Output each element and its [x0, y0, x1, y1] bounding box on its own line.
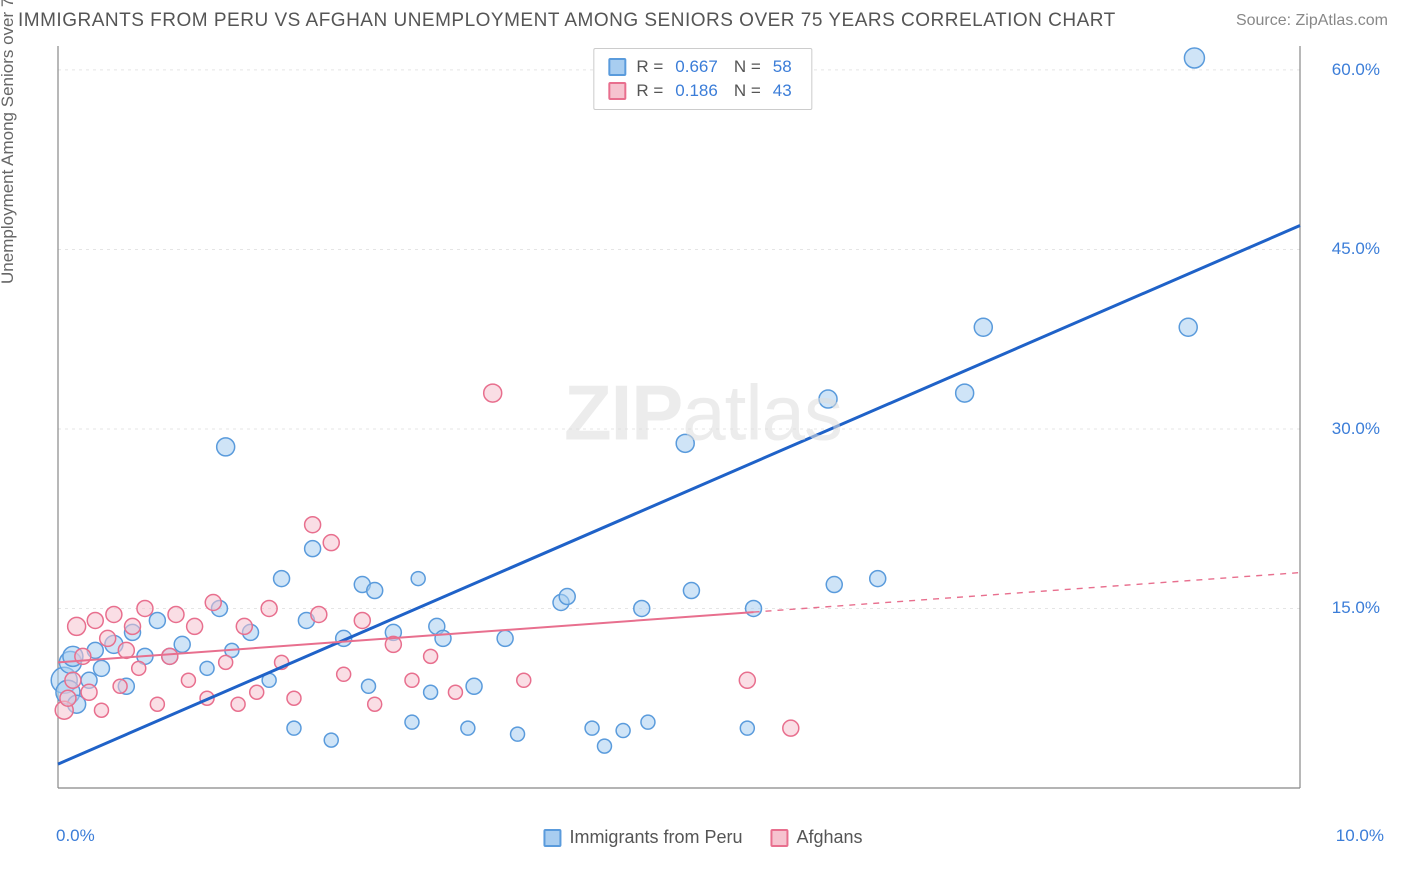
r-value-afghans: 0.186 — [673, 81, 724, 101]
n-value-peru: 58 — [771, 57, 798, 77]
legend-label: Afghans — [796, 827, 862, 848]
legend-row-peru: R = 0.667 N = 58 — [608, 55, 797, 79]
x-tick-min: 0.0% — [56, 826, 95, 846]
n-label: N = — [734, 81, 761, 101]
legend-item-peru: Immigrants from Peru — [543, 827, 742, 848]
y-tick-label: 45.0% — [1332, 239, 1380, 259]
r-label: R = — [636, 57, 663, 77]
y-tick-label: 30.0% — [1332, 419, 1380, 439]
chart-header: IMMIGRANTS FROM PERU VS AFGHAN UNEMPLOYM… — [0, 0, 1406, 38]
n-label: N = — [734, 57, 761, 77]
n-value-afghans: 43 — [771, 81, 798, 101]
series-legend: Immigrants from Peru Afghans — [543, 827, 862, 848]
y-tick-label: 15.0% — [1332, 598, 1380, 618]
scatter-plot — [18, 42, 1388, 818]
chart-title: IMMIGRANTS FROM PERU VS AFGHAN UNEMPLOYM… — [18, 10, 1116, 32]
swatch-peru — [543, 829, 561, 847]
r-value-peru: 0.667 — [673, 57, 724, 77]
r-label: R = — [636, 81, 663, 101]
swatch-afghans — [770, 829, 788, 847]
swatch-afghans — [608, 82, 626, 100]
y-tick-label: 60.0% — [1332, 60, 1380, 80]
y-axis-label: Unemployment Among Seniors over 75 years — [0, 0, 18, 284]
chart-source: Source: ZipAtlas.com — [1236, 12, 1388, 30]
legend-item-afghans: Afghans — [770, 827, 862, 848]
chart-container: Unemployment Among Seniors over 75 years… — [18, 42, 1388, 848]
legend-row-afghans: R = 0.186 N = 43 — [608, 79, 797, 103]
correlation-legend: R = 0.667 N = 58 R = 0.186 N = 43 — [593, 48, 812, 110]
x-tick-max: 10.0% — [1336, 826, 1384, 846]
swatch-peru — [608, 58, 626, 76]
legend-label: Immigrants from Peru — [569, 827, 742, 848]
